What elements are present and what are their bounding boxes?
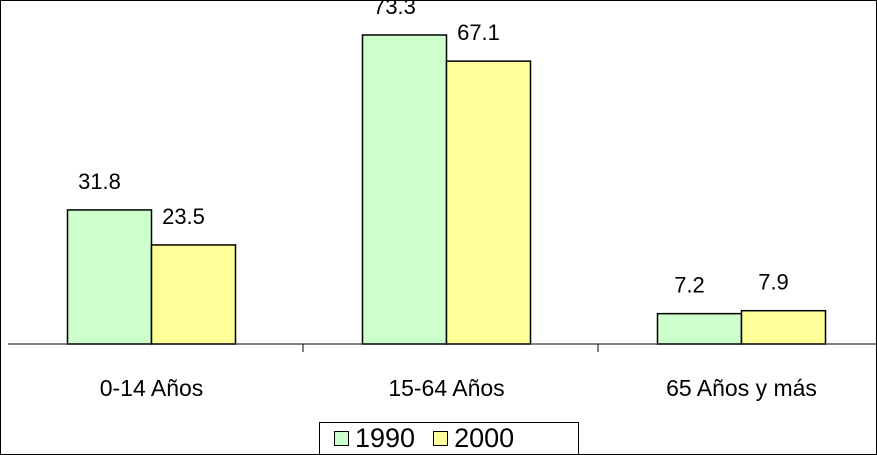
bar-2000-2 (740, 309, 827, 345)
data-label-2000-2: 7.9 (758, 270, 789, 295)
bar-1990-2 (656, 312, 743, 345)
bar-1990-1 (361, 34, 448, 345)
legend-label-1990: 1990 (355, 423, 416, 453)
legend-swatch-1990 (334, 431, 349, 446)
data-label-2000-1: 67.1 (457, 20, 500, 45)
legend-item-1990: 1990 (334, 423, 415, 454)
legend-item-2000: 2000 (433, 423, 514, 454)
legend-swatch-2000 (433, 431, 449, 446)
data-label-2000-0: 23.5 (162, 204, 205, 229)
data-label-1990-0: 31.8 (78, 169, 121, 194)
x-tick-label-1: 15-64 Años (388, 375, 504, 401)
bar-2000-1 (445, 60, 532, 345)
x-tick-label-0: 0-14 Años (100, 375, 204, 401)
bar-2000-0 (150, 244, 237, 345)
x-tick-label-2: 65 Años y más (666, 375, 817, 401)
legend-label-2000: 2000 (454, 423, 515, 453)
data-label-1990-2: 7.2 (674, 273, 705, 298)
bar-1990-0 (66, 209, 153, 345)
legend: 1990 2000 (319, 422, 579, 455)
data-label-1990-1: 73.3 (373, 0, 416, 19)
